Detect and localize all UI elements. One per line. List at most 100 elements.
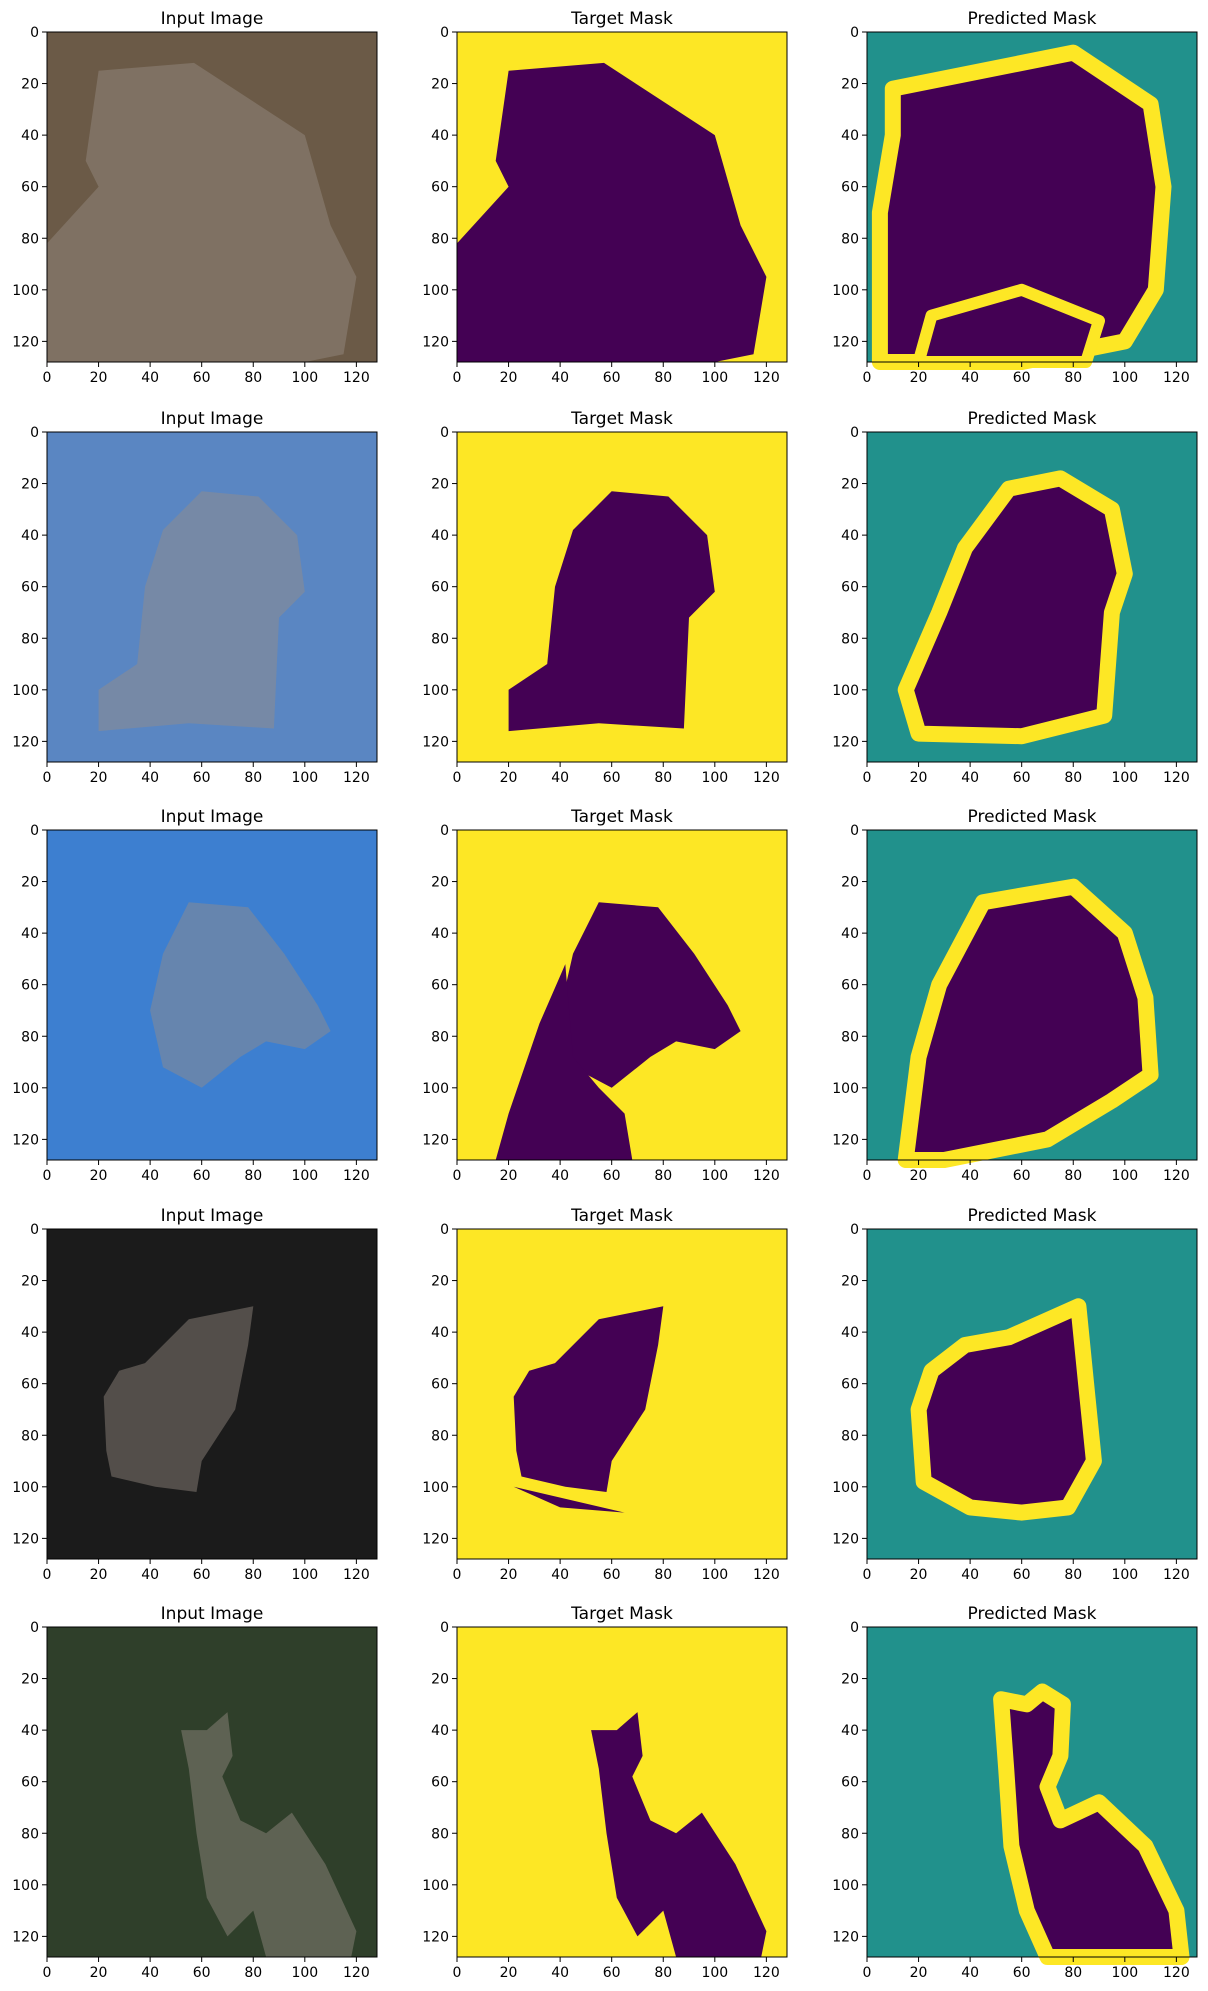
y-tick-label: 20 — [21, 477, 39, 493]
axes-frame — [456, 829, 788, 1161]
x-tick-label: 120 — [1163, 770, 1190, 786]
x-tick-label: 60 — [193, 770, 211, 786]
x-tick-label: 20 — [910, 370, 928, 386]
y-tick-label: 40 — [841, 1723, 859, 1739]
panel-title: Predicted Mask — [968, 409, 1097, 429]
y-tick-label: 80 — [841, 1029, 859, 1045]
x-tick-label: 60 — [193, 1168, 211, 1184]
predicted-foreground — [910, 1298, 1102, 1521]
panel-3-mask: Target Mask 0 20 40 60 80 100 120 0 20 40 60 80 100 12… — [422, 807, 788, 1184]
y-tick-label: 0 — [30, 1222, 39, 1238]
x-tick-label: 40 — [961, 1965, 979, 1981]
input-photo-cat-2 — [47, 1627, 377, 1957]
x-tick-label: 40 — [551, 1168, 569, 1184]
y-tick-label: 0 — [30, 425, 39, 441]
y-tick-label: 20 — [431, 1274, 449, 1290]
subject-silhouette — [150, 902, 331, 1088]
predicted-foreground — [871, 44, 1172, 370]
x-tick-label: 40 — [961, 1168, 979, 1184]
x-tick-label: 100 — [291, 1567, 318, 1583]
y-tick-label: 100 — [832, 283, 859, 299]
subject-silhouette — [181, 1712, 357, 1957]
x-tick-label: 100 — [291, 770, 318, 786]
y-tick-label: 120 — [12, 1929, 39, 1945]
y-tick-label: 40 — [21, 926, 39, 942]
x-tick-label: 0 — [43, 1567, 52, 1583]
y-tick-label: 80 — [21, 1029, 39, 1045]
y-tick-label: 100 — [12, 1878, 39, 1894]
x-tick-label: 100 — [1111, 370, 1138, 386]
axes-frame — [866, 431, 1198, 763]
x-tick-label: 0 — [453, 1567, 462, 1583]
y-tick-label: 80 — [431, 1029, 449, 1045]
y-tick-label: 100 — [832, 683, 859, 699]
panel-title: Input Image — [161, 1604, 264, 1624]
panel-5-photo: Input Image 0 20 40 60 80 100 120 0 20 40 60 80 100 12… — [12, 1604, 378, 1981]
y-tick-label: 40 — [21, 1723, 39, 1739]
x-tick-label: 120 — [343, 770, 370, 786]
panel-title: Input Image — [161, 1206, 264, 1226]
x-tick-label: 20 — [90, 370, 108, 386]
y-tick-label: 0 — [440, 425, 449, 441]
input-photo-dog-2 — [47, 432, 377, 762]
x-tick-label: 60 — [193, 370, 211, 386]
predicted-foreground — [993, 1683, 1190, 1965]
y-tick-label: 80 — [841, 1428, 859, 1444]
target-foreground-part — [495, 964, 633, 1160]
y-tick-label: 60 — [431, 580, 449, 596]
x-tick-label: 0 — [43, 370, 52, 386]
y-tick-label: 80 — [21, 1826, 39, 1842]
target-foreground-part — [513, 1486, 625, 1513]
x-tick-label: 60 — [1013, 1965, 1031, 1981]
y-tick-label: 0 — [440, 823, 449, 839]
y-tick-label: 20 — [431, 77, 449, 93]
y-tick-label: 120 — [12, 334, 39, 350]
y-tick-label: 60 — [841, 180, 859, 196]
x-tick-label: 60 — [603, 1567, 621, 1583]
subject-silhouette — [98, 491, 305, 732]
x-tick-label: 60 — [603, 770, 621, 786]
panel-4-photo: Input Image 0 20 40 60 80 100 120 0 20 40 60 80 100 12… — [12, 1206, 378, 1583]
x-tick-label: 80 — [244, 1567, 262, 1583]
y-tick-label: 80 — [841, 1826, 859, 1842]
y-tick-label: 40 — [21, 1325, 39, 1341]
x-tick-label: 100 — [291, 370, 318, 386]
subject-silhouette — [103, 1306, 254, 1492]
x-tick-label: 120 — [343, 1168, 370, 1184]
x-tick-label: 40 — [141, 370, 159, 386]
y-tick-label: 20 — [431, 477, 449, 493]
x-tick-label: 80 — [1064, 370, 1082, 386]
y-tick-label: 20 — [841, 1672, 859, 1688]
x-tick-label: 100 — [701, 1168, 728, 1184]
y-tick-label: 60 — [841, 978, 859, 994]
x-tick-label: 40 — [141, 1168, 159, 1184]
y-tick-label: 100 — [12, 683, 39, 699]
x-tick-label: 40 — [551, 1965, 569, 1981]
x-tick-label: 0 — [863, 1168, 872, 1184]
panel-title: Target Mask — [570, 807, 673, 827]
x-tick-label: 120 — [753, 770, 780, 786]
x-tick-label: 20 — [90, 770, 108, 786]
y-tick-label: 40 — [431, 1723, 449, 1739]
x-tick-label: 100 — [701, 770, 728, 786]
y-tick-label: 120 — [12, 1132, 39, 1148]
x-tick-label: 60 — [603, 1965, 621, 1981]
target-foreground — [513, 1306, 664, 1492]
x-tick-label: 100 — [1111, 770, 1138, 786]
y-tick-label: 20 — [21, 77, 39, 93]
x-tick-label: 40 — [141, 770, 159, 786]
y-tick-label: 60 — [841, 580, 859, 596]
axes-frame — [456, 31, 788, 363]
axes-frame — [46, 1626, 378, 1958]
y-tick-label: 60 — [431, 1377, 449, 1393]
y-tick-label: 120 — [422, 334, 449, 350]
panel-title: Predicted Mask — [968, 1604, 1097, 1624]
x-tick-label: 20 — [910, 1965, 928, 1981]
x-tick-label: 60 — [193, 1567, 211, 1583]
panel-2-photo: Input Image 0 20 40 60 80 100 120 0 20 40 60 80 100 12… — [12, 409, 378, 786]
input-photo-dog-1 — [47, 32, 377, 362]
x-tick-label: 80 — [1064, 770, 1082, 786]
x-tick-label: 100 — [291, 1965, 318, 1981]
axes-frame — [866, 1228, 1198, 1560]
y-tick-label: 60 — [841, 1377, 859, 1393]
